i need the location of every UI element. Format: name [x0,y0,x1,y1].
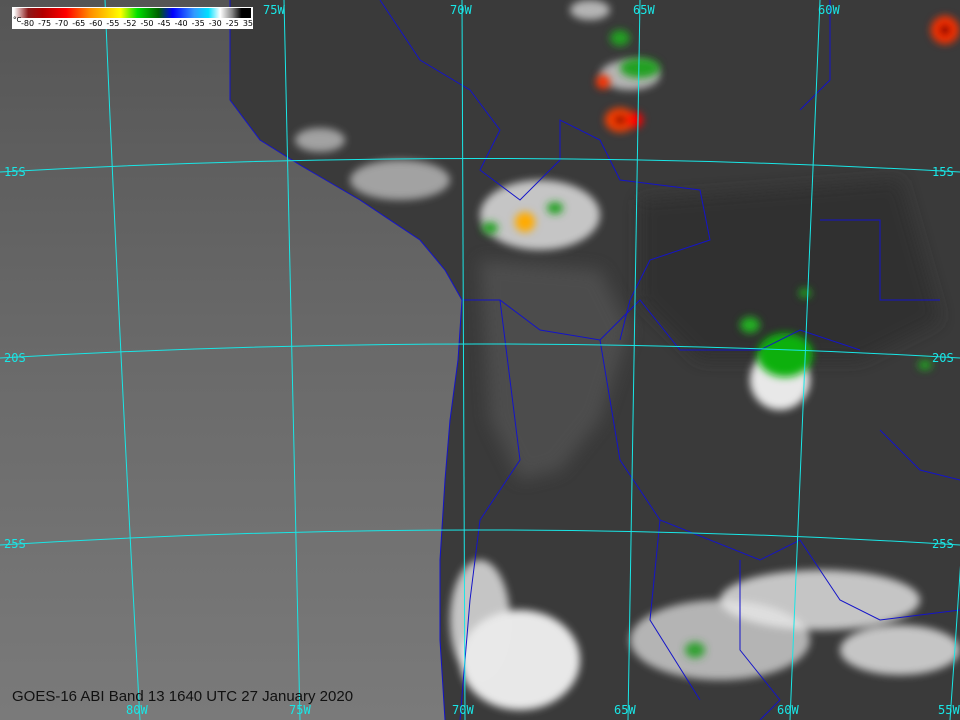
colorbar-tick-label: -70 [55,19,69,28]
grid-label-bottom-80w: 80W [126,703,148,717]
grid-label-left-15s: 15S [4,165,26,179]
grid-label-right-15s: 15S [932,165,954,179]
grid-label-bottom-70w: 70W [452,703,474,717]
colorbar-tick-label: -25 [225,19,239,28]
colorbar-tick-label: -45 [157,19,171,28]
grid-label-right-20s: 20S [932,351,954,365]
grid-label-top-75w: 75W [263,3,285,17]
colorbar-unit: °C [13,16,22,24]
grid-label-bottom-75w: 75W [289,703,311,717]
grid-label-bottom-65w: 65W [614,703,636,717]
colorbar-gradient [14,8,251,18]
chaco-region [640,180,940,360]
grid-label-top-60w: 60W [818,3,840,17]
colorbar-tick-label: -35 [191,19,205,28]
colorbar-tick-label: -65 [72,19,86,28]
temperature-colorbar: °C -80 -75 -70 -65 -60 -55 -52 -50 -45 -40 -35 -30-… [12,7,253,29]
colorbar-tick-label: -50 [140,19,154,28]
colorbar-tick-label: 35 [242,19,253,28]
grid-label-left-25s: 25S [4,537,26,551]
grid-label-left-20s: 20S [4,351,26,365]
colorbar-ticks: -80 -75 -70 -65 -60 -55 -52 -50 -45 -40 -35 -30 -25 3… [21,19,253,28]
grid-label-top-65w: 65W [633,3,655,17]
colorbar-tick-label: -40 [174,19,188,28]
colorbar-tick-label: -80 [21,19,35,28]
colorbar-tick-label: -55 [106,19,120,28]
colorbar-tick-label: -30 [208,19,222,28]
colorbar-tick-label: -60 [89,19,103,28]
grid-label-bottom-60w: 60W [777,703,799,717]
grid-label-top-70w: 70W [450,3,472,17]
grid-label-right-25s: 25S [932,537,954,551]
colorbar-tick-label: -75 [38,19,52,28]
image-caption: GOES-16 ABI Band 13 1640 UTC 27 January … [12,688,354,705]
political-borders [229,0,960,720]
andes-highlands [480,260,630,480]
grid-label-bottom-55w: 55W [938,703,960,717]
colorbar-tick-label: -52 [123,19,137,28]
